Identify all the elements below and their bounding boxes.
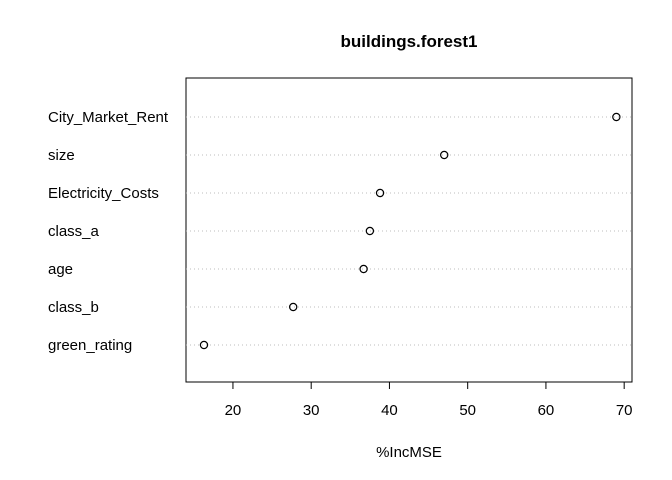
x-tick-label: 30 xyxy=(303,402,320,419)
grid-lines xyxy=(186,116,632,346)
category-label: class_a xyxy=(48,223,100,240)
data-point xyxy=(288,302,298,312)
category-label: City_Market_Rent xyxy=(48,109,169,126)
x-axis-label: %IncMSE xyxy=(376,444,442,461)
x-tick-label: 70 xyxy=(616,402,633,419)
category-label: age xyxy=(48,261,73,278)
data-point xyxy=(359,264,368,274)
data-point xyxy=(375,188,385,198)
x-tick-label: 20 xyxy=(225,402,242,419)
x-tick-label: 50 xyxy=(459,402,476,419)
data-point xyxy=(612,112,621,122)
category-label: Electricity_Costs xyxy=(48,185,159,202)
category-label: green_rating xyxy=(48,337,132,354)
data-points xyxy=(199,112,621,350)
x-axis: 20 30 40 50 60 70 xyxy=(225,381,633,419)
data-point xyxy=(365,226,375,236)
category-label: size xyxy=(48,147,75,164)
data-point xyxy=(440,150,449,160)
chart-title: buildings.forest1 xyxy=(341,32,478,51)
plot-area-frame xyxy=(185,77,633,383)
category-label: class_b xyxy=(48,299,99,316)
data-point xyxy=(199,340,209,350)
x-tick-label: 40 xyxy=(381,402,398,419)
x-tick-label: 60 xyxy=(538,402,555,419)
